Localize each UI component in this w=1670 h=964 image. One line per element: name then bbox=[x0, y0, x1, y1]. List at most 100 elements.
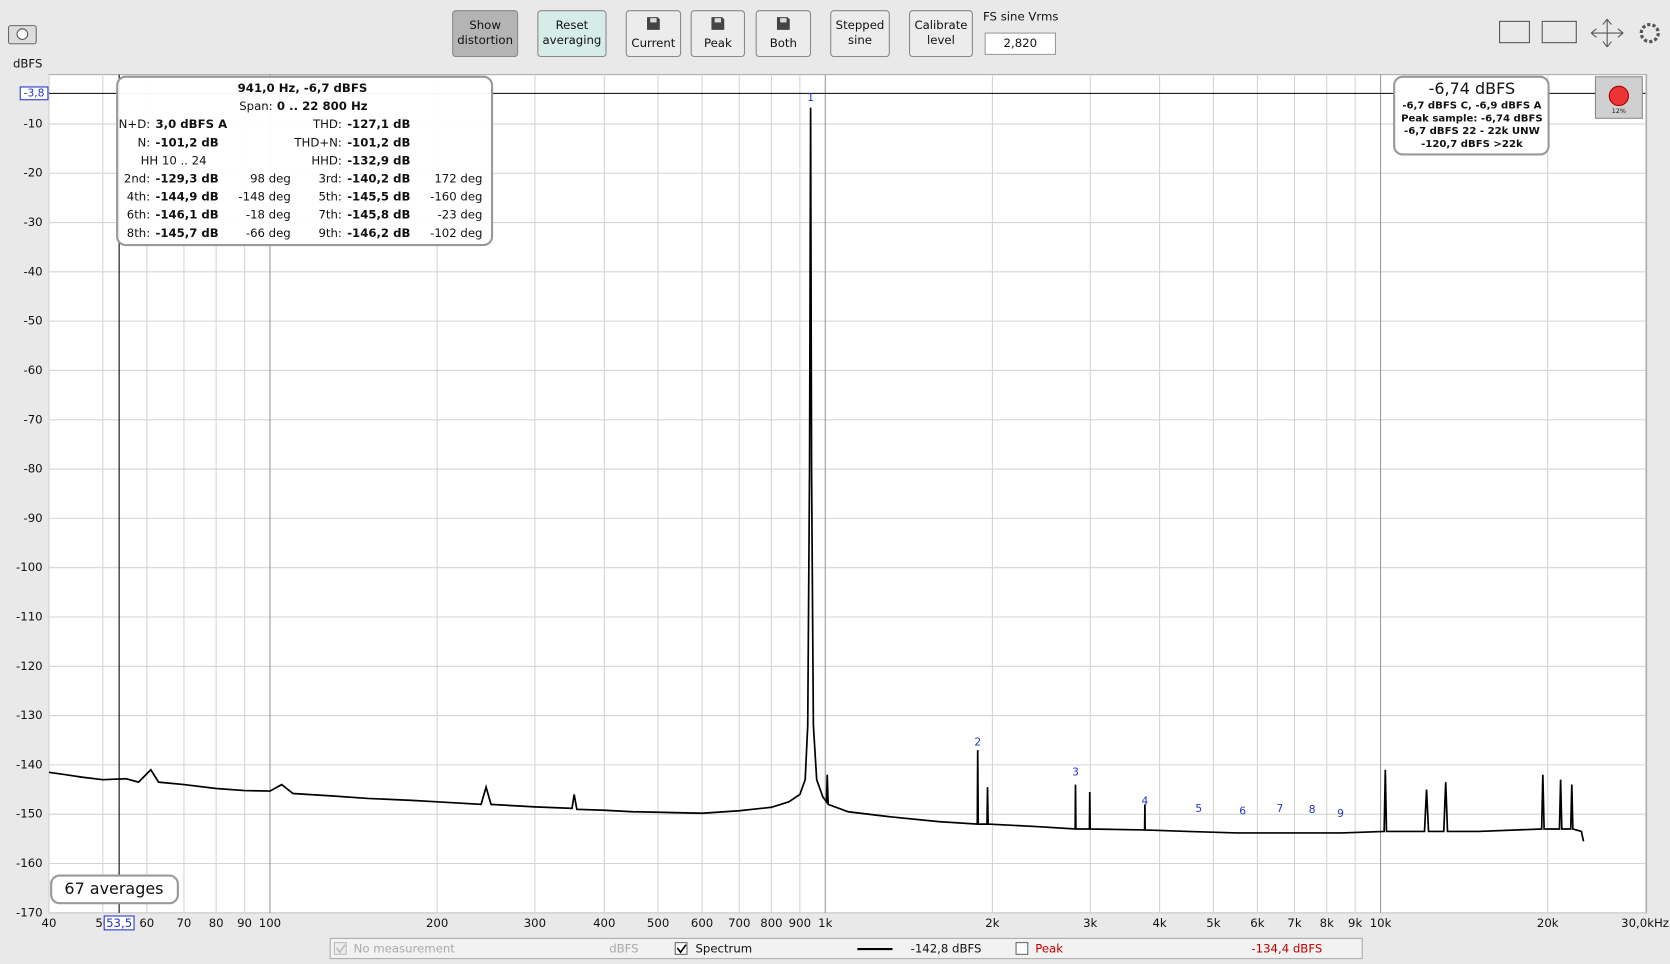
legend-bar bbox=[329, 937, 1363, 960]
cursor-y-box bbox=[19, 86, 49, 101]
distortion-cell: 3,0 dBFS A bbox=[155, 117, 227, 131]
y-unit: dBFS bbox=[13, 56, 42, 70]
y-tick-label: -110 bbox=[16, 609, 43, 623]
cursor-y-label: -3,8 bbox=[24, 86, 45, 99]
record-light bbox=[1608, 85, 1629, 107]
distortion-cell: -144,9 dB bbox=[155, 190, 218, 204]
level-line: -120,7 dBFS >22k bbox=[1421, 139, 1523, 150]
level-line: -6,7 dBFS 22 - 22k UNW bbox=[1404, 126, 1540, 137]
harmonic-label: 7 bbox=[1276, 802, 1283, 815]
distortion-cell: 3rd: bbox=[318, 171, 341, 185]
x-tick-label: 500 bbox=[647, 916, 669, 930]
button-label: Reset bbox=[556, 18, 589, 32]
x-tick-label: 800 bbox=[760, 916, 782, 930]
button-label: Current bbox=[631, 36, 675, 50]
harmonic-label: 9 bbox=[1337, 807, 1344, 820]
distortion-cell: 2nd: bbox=[124, 171, 150, 185]
x-tick-label: 8k bbox=[1320, 916, 1334, 930]
peak-checkbox[interactable] bbox=[1015, 942, 1029, 955]
y-tick-label: -30 bbox=[23, 215, 42, 229]
distortion-cell: 7th: bbox=[318, 208, 341, 222]
cursor-x-box bbox=[103, 915, 135, 931]
x-tick-label: 60 bbox=[139, 916, 154, 930]
y-tick-label: -50 bbox=[23, 314, 42, 328]
spectrum-line bbox=[48, 107, 1585, 842]
distortion-cell: 172 deg bbox=[434, 171, 482, 185]
cursor-x-label: 53,5 bbox=[106, 916, 132, 930]
distortion-cell: 9th: bbox=[318, 226, 341, 240]
level-line: -6,7 dBFS C, -6,9 dBFS A bbox=[1402, 101, 1541, 112]
none-label: No measurement bbox=[354, 942, 456, 956]
none-checkbox[interactable] bbox=[333, 942, 347, 955]
fs-input[interactable] bbox=[984, 32, 1056, 55]
distortion-cell: -132,9 dB bbox=[347, 153, 410, 167]
harmonic-label: 8 bbox=[1309, 803, 1316, 816]
fs-label: FS sine Vrms bbox=[983, 10, 1058, 24]
x-tick-label: 20k bbox=[1537, 916, 1559, 930]
x-tick-label: 6k bbox=[1250, 916, 1264, 930]
level-main: -6,74 dBFS bbox=[1429, 79, 1516, 98]
distortion-cell: -66 deg bbox=[246, 226, 291, 240]
x-tick-label: 80 bbox=[209, 916, 224, 930]
distortion-cell: -145,8 dB bbox=[347, 208, 410, 222]
distortion-cell: N: bbox=[137, 135, 150, 149]
check-mark bbox=[676, 944, 687, 954]
distortion-cell: -102 deg bbox=[430, 226, 482, 240]
x-tick-label: 90 bbox=[237, 916, 252, 930]
none-unit: dBFS bbox=[609, 942, 638, 956]
harmonic-label: 6 bbox=[1239, 805, 1246, 818]
button-label: Show bbox=[469, 18, 501, 32]
distortion-panel bbox=[116, 75, 494, 247]
y-tick-label: -100 bbox=[16, 560, 43, 574]
x-tick-label: 4k bbox=[1152, 916, 1166, 930]
x-tick-label: 600 bbox=[691, 916, 713, 930]
button-label: Calibrate bbox=[914, 18, 967, 32]
spectrum-reading: -142,8 dBFS bbox=[911, 942, 982, 956]
distortion-cell: THD: bbox=[312, 117, 342, 131]
x-tick-label: 40 bbox=[42, 916, 57, 930]
harmonic-label: 1 bbox=[807, 91, 814, 104]
y-tick-label: -40 bbox=[23, 264, 42, 278]
distortion-header: 941,0 Hz, -6,7 dBFS bbox=[238, 81, 368, 95]
harmonic-label: 4 bbox=[1142, 794, 1149, 807]
distortion-cell: -18 deg bbox=[246, 208, 291, 222]
fs-value: 2,820 bbox=[1004, 36, 1038, 50]
x-tick-label: 2k bbox=[985, 916, 999, 930]
spectrum-checkbox[interactable] bbox=[674, 942, 688, 955]
x-tick-label: 3k bbox=[1083, 916, 1097, 930]
toolbar-button[interactable] bbox=[452, 10, 519, 58]
y-tick-label: -20 bbox=[23, 166, 42, 180]
averages-box bbox=[50, 874, 179, 905]
distortion-cell: HHD: bbox=[311, 153, 342, 167]
save-icon-label bbox=[780, 18, 787, 23]
y-tick-label: -160 bbox=[16, 856, 43, 870]
distortion-cell: 8th: bbox=[127, 226, 150, 240]
distortion-cell: HH 10 .. 24 bbox=[141, 153, 207, 167]
camera-icon[interactable] bbox=[7, 25, 37, 45]
x-tick-label: 70 bbox=[176, 916, 191, 930]
x-tick-label: 900 bbox=[789, 916, 811, 930]
button-label: Stepped bbox=[836, 18, 885, 32]
distortion-cell: 5th: bbox=[318, 190, 341, 204]
y-tick-label: -10 bbox=[23, 116, 42, 130]
distortion-cell: THD+N: bbox=[293, 135, 341, 149]
harmonic-label: 5 bbox=[1195, 802, 1202, 815]
toolbar-button[interactable] bbox=[690, 10, 746, 58]
toolbar-button[interactable] bbox=[755, 10, 812, 58]
x-tick-label: 100 bbox=[259, 916, 281, 930]
averages: 67 averages bbox=[64, 879, 163, 898]
x-tick-label: 200 bbox=[426, 916, 448, 930]
toolbar-button[interactable] bbox=[537, 10, 607, 58]
level-panel bbox=[1393, 75, 1550, 156]
toolbar-button[interactable] bbox=[625, 10, 682, 58]
y-tick-label: -130 bbox=[16, 708, 43, 722]
level-line: Peak sample: -6,74 dBFS bbox=[1401, 113, 1543, 124]
toolbar-button[interactable] bbox=[830, 10, 890, 58]
toolbar-button[interactable] bbox=[909, 10, 973, 58]
distortion-cell: -145,5 dB bbox=[347, 190, 410, 204]
y-tick-label: -70 bbox=[23, 412, 42, 426]
peak-reading: -134,4 dBFS bbox=[1251, 942, 1322, 956]
distortion-cell: -160 deg bbox=[430, 190, 482, 204]
